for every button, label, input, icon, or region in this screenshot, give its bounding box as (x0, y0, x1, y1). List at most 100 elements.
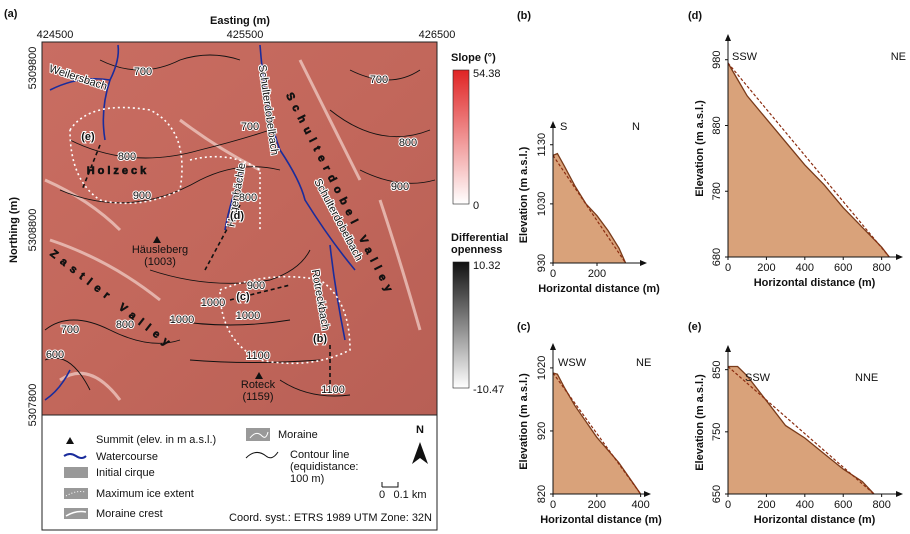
y-axis-label: Elevation (m a.s.l.) (518, 146, 530, 243)
y-tick-label: 5307800 (27, 384, 39, 427)
legend-summit-icon (66, 437, 74, 444)
colorbar-max: 10.32 (473, 260, 501, 272)
y-tick-label: 920 (536, 422, 548, 440)
direction-label: NNE (855, 372, 878, 384)
terrain-texture (44, 59, 422, 401)
scale-label: 0.1 km (393, 489, 426, 501)
y-tick-label: 680 (711, 248, 723, 266)
legend-moraine-icon (246, 428, 270, 441)
summit-icon (255, 372, 263, 379)
contour-label: 900 (391, 181, 409, 193)
openness-colorbar (452, 261, 470, 389)
x-tick-label: 600 (834, 499, 852, 511)
direction-label: WSW (558, 357, 587, 369)
north-label: N (416, 424, 424, 436)
legend-label: Watercourse (96, 451, 158, 463)
legend-label: 100 m) (290, 473, 324, 485)
x-tick-label: 200 (588, 268, 606, 280)
x-tick-label: 400 (796, 262, 814, 274)
contour-label: 900 (247, 280, 265, 292)
y-tick-label: 1130 (536, 133, 548, 157)
direction-label: NE (891, 51, 906, 63)
legend-frame (41, 414, 438, 531)
x-tick-label: 800 (872, 262, 890, 274)
x-axis-arrow (896, 254, 903, 260)
contour-label: 1000 (170, 314, 194, 326)
profile-marker: (c) (236, 291, 250, 303)
y-tick-label: 980 (711, 51, 723, 69)
y-axis-arrow (550, 121, 556, 128)
x-tick-label: 200 (588, 499, 606, 511)
contour-label: 800 (116, 319, 134, 331)
x-axis-label: Horizontal distance (m) (538, 283, 660, 295)
colorbar-title: Differential (451, 232, 508, 244)
profile-marker: (e) (81, 131, 95, 143)
y-tick-label: 930 (536, 254, 548, 272)
place-name: (1159) (243, 391, 274, 403)
profile-chord (727, 62, 890, 258)
x-axis-label: Horizontal distance (m) (540, 514, 662, 526)
place-name: Häusleberg (132, 244, 188, 256)
x-tick-label: 0 (550, 268, 556, 280)
profile-area (728, 63, 890, 257)
x-axis-arrow (640, 260, 647, 266)
direction-label: SSW (732, 51, 758, 63)
y-tick-label: 650 (711, 485, 723, 503)
y-tick-label: 1030 (536, 192, 548, 216)
legend-contour-icon (245, 451, 279, 459)
place-name: (1003) (144, 256, 176, 268)
scale-bar (381, 482, 399, 488)
legend-label: Contour line (290, 449, 349, 461)
contour-label: 1000 (236, 310, 260, 322)
contour-label: 700 (370, 74, 388, 86)
x-tick-label: 800 (872, 499, 890, 511)
legend-label: Coord. syst.: ETRS 1989 UTM Zone: 32N (229, 512, 432, 524)
direction-label: S (560, 121, 567, 133)
scale-label: 0 (379, 489, 385, 501)
contour-label: 700 (241, 121, 259, 133)
summit-icon (153, 236, 161, 243)
x-axis-label: Horizontal distance (m) (754, 514, 876, 526)
y-tick-label: 5308800 (27, 209, 39, 252)
y-tick-label: 1020 (536, 356, 548, 380)
y-tick-label: 850 (711, 360, 723, 378)
ice-extent (69, 106, 351, 365)
direction-label: NE (636, 357, 651, 369)
x-axis-arrow (644, 491, 651, 497)
profile-lines (81, 144, 331, 390)
x-tick-label: 200 (757, 262, 775, 274)
y-axis-label: Elevation (m a.s.l.) (518, 373, 530, 470)
x-axis-arrow (896, 491, 903, 497)
panel-label: (a) (4, 8, 18, 20)
contour-label: 1100 (246, 350, 270, 362)
x-tick-label: 400 (631, 499, 649, 511)
direction-label: N (632, 121, 640, 133)
colorbar-title: Slope (°) (451, 52, 496, 64)
y-axis-arrow (725, 34, 731, 41)
x-axis-label: Easting (m) (210, 15, 270, 27)
panel-label: (c) (517, 321, 531, 333)
contour-lines (44, 54, 436, 397)
legend-ice-icon (64, 488, 88, 499)
legend-watercourse-icon (63, 453, 87, 459)
panel-label: (b) (517, 10, 531, 22)
legend-cirque-icon (64, 467, 88, 478)
x-tick-label: 425500 (227, 29, 264, 41)
colorbar-min: -10.47 (473, 384, 504, 396)
y-tick-label: 750 (711, 423, 723, 441)
legend-moraine-line (249, 431, 269, 439)
contour-label: 800 (399, 137, 417, 149)
y-axis-label: Elevation (m a.s.l.) (694, 100, 706, 197)
legend-label: Summit (elev. in m a.s.l.) (96, 434, 216, 446)
x-tick-label: 0 (725, 262, 731, 274)
x-tick-label: 0 (725, 499, 731, 511)
profile-chord (552, 155, 627, 264)
map (41, 41, 438, 416)
profile-line (552, 152, 627, 264)
north-arrow (412, 442, 428, 464)
contour-label: 700 (134, 66, 152, 78)
direction-label: SSW (745, 372, 771, 384)
x-axis-label: Horizontal distance (m) (754, 277, 876, 289)
y-axis-label: Northing (m) (8, 197, 20, 263)
